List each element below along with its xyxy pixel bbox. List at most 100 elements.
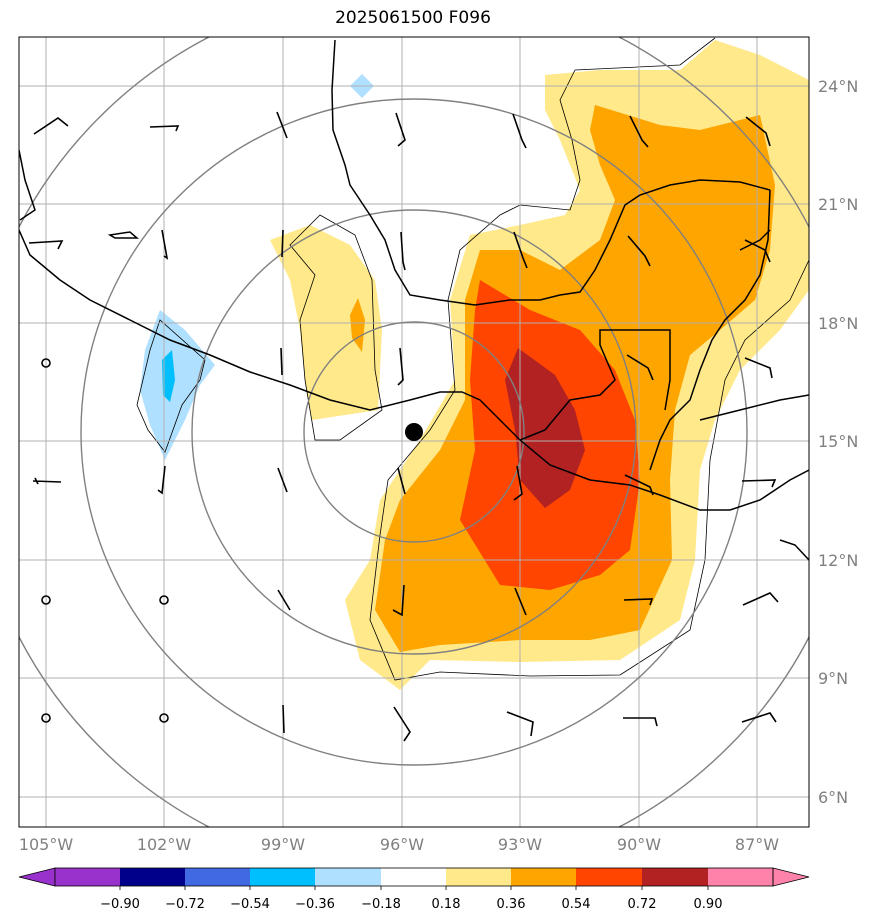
wind-barb bbox=[397, 467, 406, 495]
wind-barb bbox=[400, 231, 406, 271]
wind-barb bbox=[397, 347, 404, 386]
calm-wind-circle bbox=[41, 358, 51, 368]
colorbar-segment bbox=[381, 868, 446, 886]
calm-wind-circle bbox=[41, 595, 51, 605]
filled-contours bbox=[140, 40, 809, 690]
contour-light-blue bbox=[140, 310, 215, 460]
island-small-1 bbox=[107, 231, 140, 239]
wind-barb bbox=[513, 465, 523, 501]
wind-barb bbox=[742, 592, 779, 606]
wind-barb bbox=[161, 229, 169, 260]
contour-line-blue bbox=[136, 319, 206, 453]
wind-barb bbox=[627, 235, 651, 267]
wind-barb bbox=[741, 712, 777, 723]
colorbar-tick-label: −0.18 bbox=[361, 897, 401, 912]
wind-barb bbox=[277, 589, 291, 611]
wind-barb bbox=[514, 587, 527, 616]
colorbar-segment bbox=[250, 868, 315, 886]
wind-barb bbox=[623, 598, 654, 606]
wind-barb bbox=[277, 467, 288, 493]
calm-wind-markers bbox=[41, 358, 169, 723]
wind-barb bbox=[506, 711, 534, 737]
lon-tick-label: 105°W bbox=[19, 835, 74, 854]
wind-barb bbox=[741, 479, 777, 488]
lat-tick-label: 21°N bbox=[818, 195, 858, 214]
calm-wind-circle bbox=[159, 713, 169, 723]
colorbar-tick-label: 0.54 bbox=[562, 897, 591, 912]
coastline-mexico-pacific bbox=[19, 229, 730, 511]
wind-barb bbox=[393, 706, 411, 742]
colorbar-tick-label: 0.18 bbox=[432, 897, 461, 912]
contour-lines bbox=[136, 37, 809, 681]
wind-barb bbox=[33, 117, 69, 135]
border-guatemala bbox=[519, 329, 671, 441]
wind-barb bbox=[157, 465, 166, 495]
wind-barb bbox=[624, 474, 654, 496]
contour-line-west bbox=[289, 214, 383, 441]
colorbar-segment bbox=[642, 868, 708, 886]
range-ring-1 bbox=[303, 321, 525, 543]
colorbar-frame bbox=[54, 867, 774, 887]
lon-tick-label: 96°W bbox=[380, 835, 424, 854]
lon-tick-label: 87°W bbox=[735, 835, 779, 854]
colorbar-segment bbox=[446, 868, 511, 886]
colorbar-max-extension bbox=[772, 867, 810, 887]
wind-barb bbox=[629, 115, 649, 148]
colorbar-tick-label: 0.90 bbox=[694, 897, 723, 912]
colorbar-tick-label: −0.36 bbox=[295, 897, 335, 912]
colorbar-segment bbox=[55, 868, 120, 886]
colorbar-segment bbox=[708, 868, 773, 886]
colorbar-segment bbox=[120, 868, 185, 886]
coastline-cuba bbox=[739, 229, 771, 251]
wind-barb bbox=[28, 240, 64, 250]
lon-tick-label: 93°W bbox=[498, 835, 542, 854]
lon-tick-label: 102°W bbox=[137, 835, 192, 854]
lat-tick-label: 24°N bbox=[818, 77, 858, 96]
colorbar: −0.90 −0.72 −0.54 −0.36 −0.18 0.18 0.36 … bbox=[18, 867, 810, 912]
colorbar-tick-label: 0.72 bbox=[628, 897, 657, 912]
longitude-labels: 105°W 102°W 99°W 96°W 93°W 90°W 87°W bbox=[19, 835, 779, 854]
range-ring-3 bbox=[80, 98, 748, 766]
coastline-gulf bbox=[331, 39, 771, 306]
wind-barb bbox=[392, 584, 405, 617]
colorbar-segment bbox=[185, 868, 250, 886]
wind-barb bbox=[623, 717, 658, 727]
colorbar-tick-label: −0.72 bbox=[165, 897, 205, 912]
latitude-labels: 24°N 21°N 18°N 15°N 12°N 9°N 6°N bbox=[818, 77, 858, 807]
lat-tick-label: 15°N bbox=[818, 432, 858, 451]
lon-tick-label: 99°W bbox=[261, 835, 305, 854]
wind-barb bbox=[32, 477, 62, 485]
gridlines bbox=[19, 37, 809, 827]
calm-wind-circle bbox=[159, 595, 169, 605]
wind-barb bbox=[276, 111, 288, 139]
map-panel bbox=[18, 36, 810, 828]
lat-tick-label: 6°N bbox=[818, 788, 848, 807]
wind-barb bbox=[744, 239, 771, 263]
contour-dark-red bbox=[505, 348, 585, 508]
colorbar-tick-label: 0.36 bbox=[497, 897, 526, 912]
coastline-central-america bbox=[699, 394, 809, 561]
contour-blue bbox=[162, 350, 175, 402]
chart-title: 2025061500 F096 bbox=[335, 8, 491, 28]
colorbar-segment bbox=[315, 868, 381, 886]
calm-wind-circle bbox=[41, 713, 51, 723]
coastlines bbox=[19, 39, 809, 561]
colorbar-segment bbox=[511, 868, 576, 886]
wind-barb bbox=[626, 354, 654, 381]
lat-tick-label: 12°N bbox=[818, 551, 858, 570]
wind-barb bbox=[513, 231, 528, 269]
lat-tick-label: 9°N bbox=[818, 669, 848, 688]
coastline-west bbox=[19, 149, 36, 221]
range-rings bbox=[19, 37, 809, 827]
wind-barb bbox=[744, 357, 773, 379]
wind-barb bbox=[395, 112, 406, 147]
colorbar-segment bbox=[576, 868, 642, 886]
wind-barb bbox=[149, 125, 180, 132]
lat-tick-label: 18°N bbox=[818, 314, 858, 333]
wind-barb bbox=[281, 229, 284, 258]
wind-barb bbox=[512, 113, 527, 149]
map-frame bbox=[18, 36, 810, 828]
wind-barb bbox=[745, 116, 771, 147]
colorbar-min-extension bbox=[18, 867, 56, 887]
